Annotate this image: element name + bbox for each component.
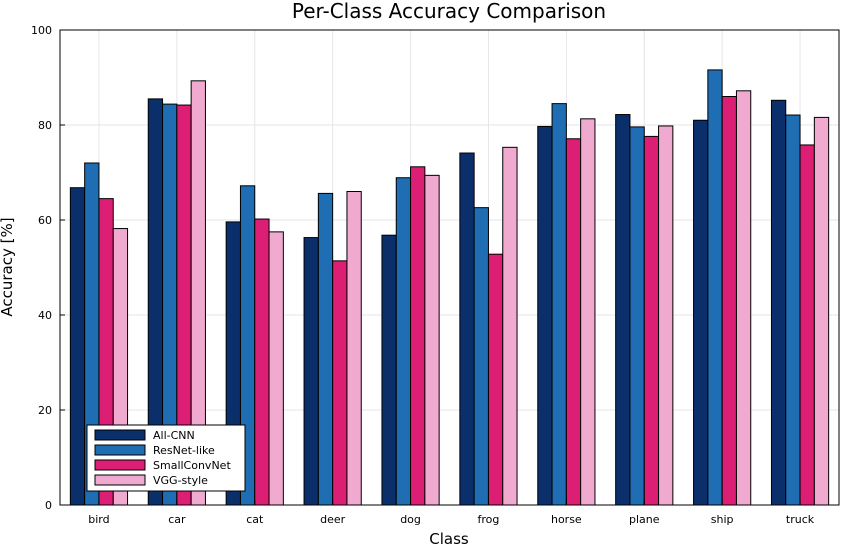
x-tick-label: horse [551, 513, 582, 526]
bar-deer-all-cnn [303, 237, 319, 506]
bar-ship-vgg-style [735, 90, 752, 506]
bar-dog-vgg-style [424, 174, 440, 506]
bar-horse-all-cnn [537, 125, 553, 506]
bar-deer-vgg-style [346, 191, 362, 506]
bar-horse-vgg-style [580, 118, 596, 506]
y-tick-label: 40 [38, 309, 52, 322]
bar-frog-resnet-like [473, 207, 489, 506]
x-tick-label: dog [400, 513, 421, 526]
x-tick-label: cat [246, 513, 264, 526]
bar-ship-all-cnn [693, 119, 709, 506]
y-tick-label: 20 [38, 404, 52, 417]
x-tick-label: frog [478, 513, 500, 526]
chart-title: Per-Class Accuracy Comparison [292, 0, 606, 23]
y-axis-ticks: 0 20 40 60 80 100 [31, 24, 65, 512]
legend-label: All-CNN [153, 429, 195, 442]
legend-label: VGG-style [153, 474, 208, 487]
x-tick-label: deer [320, 513, 346, 526]
bar-plane-all-cnn [615, 114, 631, 506]
legend-label: ResNet-like [153, 444, 215, 457]
y-tick-label: 80 [38, 119, 52, 132]
bars [69, 69, 830, 506]
y-tick-label: 100 [31, 24, 52, 37]
bar-truck-vgg-style [813, 116, 830, 506]
y-tick-label: 0 [45, 499, 52, 512]
x-axis-ticks: bird car cat deer dog frog horse plane ship truck [88, 500, 815, 526]
bar-dog-smallconvnet [410, 166, 426, 506]
x-axis-label: Class [429, 530, 469, 548]
x-tick-label: ship [711, 513, 734, 526]
bar-cat-vgg-style [268, 231, 284, 506]
bar-ship-smallconvnet [721, 96, 737, 506]
bar-deer-smallconvnet [332, 260, 348, 506]
bar-deer-resnet-like [317, 192, 334, 506]
bar-ship-resnet-like [707, 69, 723, 506]
bar-plane-resnet-like [629, 126, 645, 506]
x-tick-label: truck [786, 513, 815, 526]
legend-swatch [94, 459, 146, 471]
bar-frog-all-cnn [459, 152, 475, 506]
bar-cat-smallconvnet [254, 218, 270, 506]
legend-swatch [94, 429, 146, 441]
legend: All-CNN ResNet-like SmallConvNet VGG-style [86, 424, 246, 492]
bar-truck-resnet-like [785, 114, 801, 506]
bar-plane-vgg-style [658, 125, 674, 506]
x-tick-label: bird [88, 513, 109, 526]
bar-bird-all-cnn [69, 187, 86, 506]
bar-horse-resnet-like [551, 103, 567, 506]
y-tick-label: 60 [38, 214, 52, 227]
y-axis-label: Accuracy [%] [0, 217, 16, 316]
bar-plane-smallconvnet [643, 135, 660, 506]
bar-dog-resnet-like [395, 177, 412, 506]
x-tick-label: car [168, 513, 186, 526]
legend-swatch [94, 444, 146, 456]
bar-dog-all-cnn [381, 234, 397, 506]
bar-frog-smallconvnet [487, 253, 504, 506]
bar-frog-vgg-style [502, 146, 518, 506]
legend-swatch [94, 474, 146, 486]
bar-horse-smallconvnet [565, 138, 582, 506]
bar-truck-all-cnn [770, 99, 787, 506]
x-tick-label: plane [629, 513, 660, 526]
plot-frame [59, 29, 840, 506]
legend-label: SmallConvNet [153, 459, 231, 472]
bar-truck-smallconvnet [799, 144, 815, 506]
